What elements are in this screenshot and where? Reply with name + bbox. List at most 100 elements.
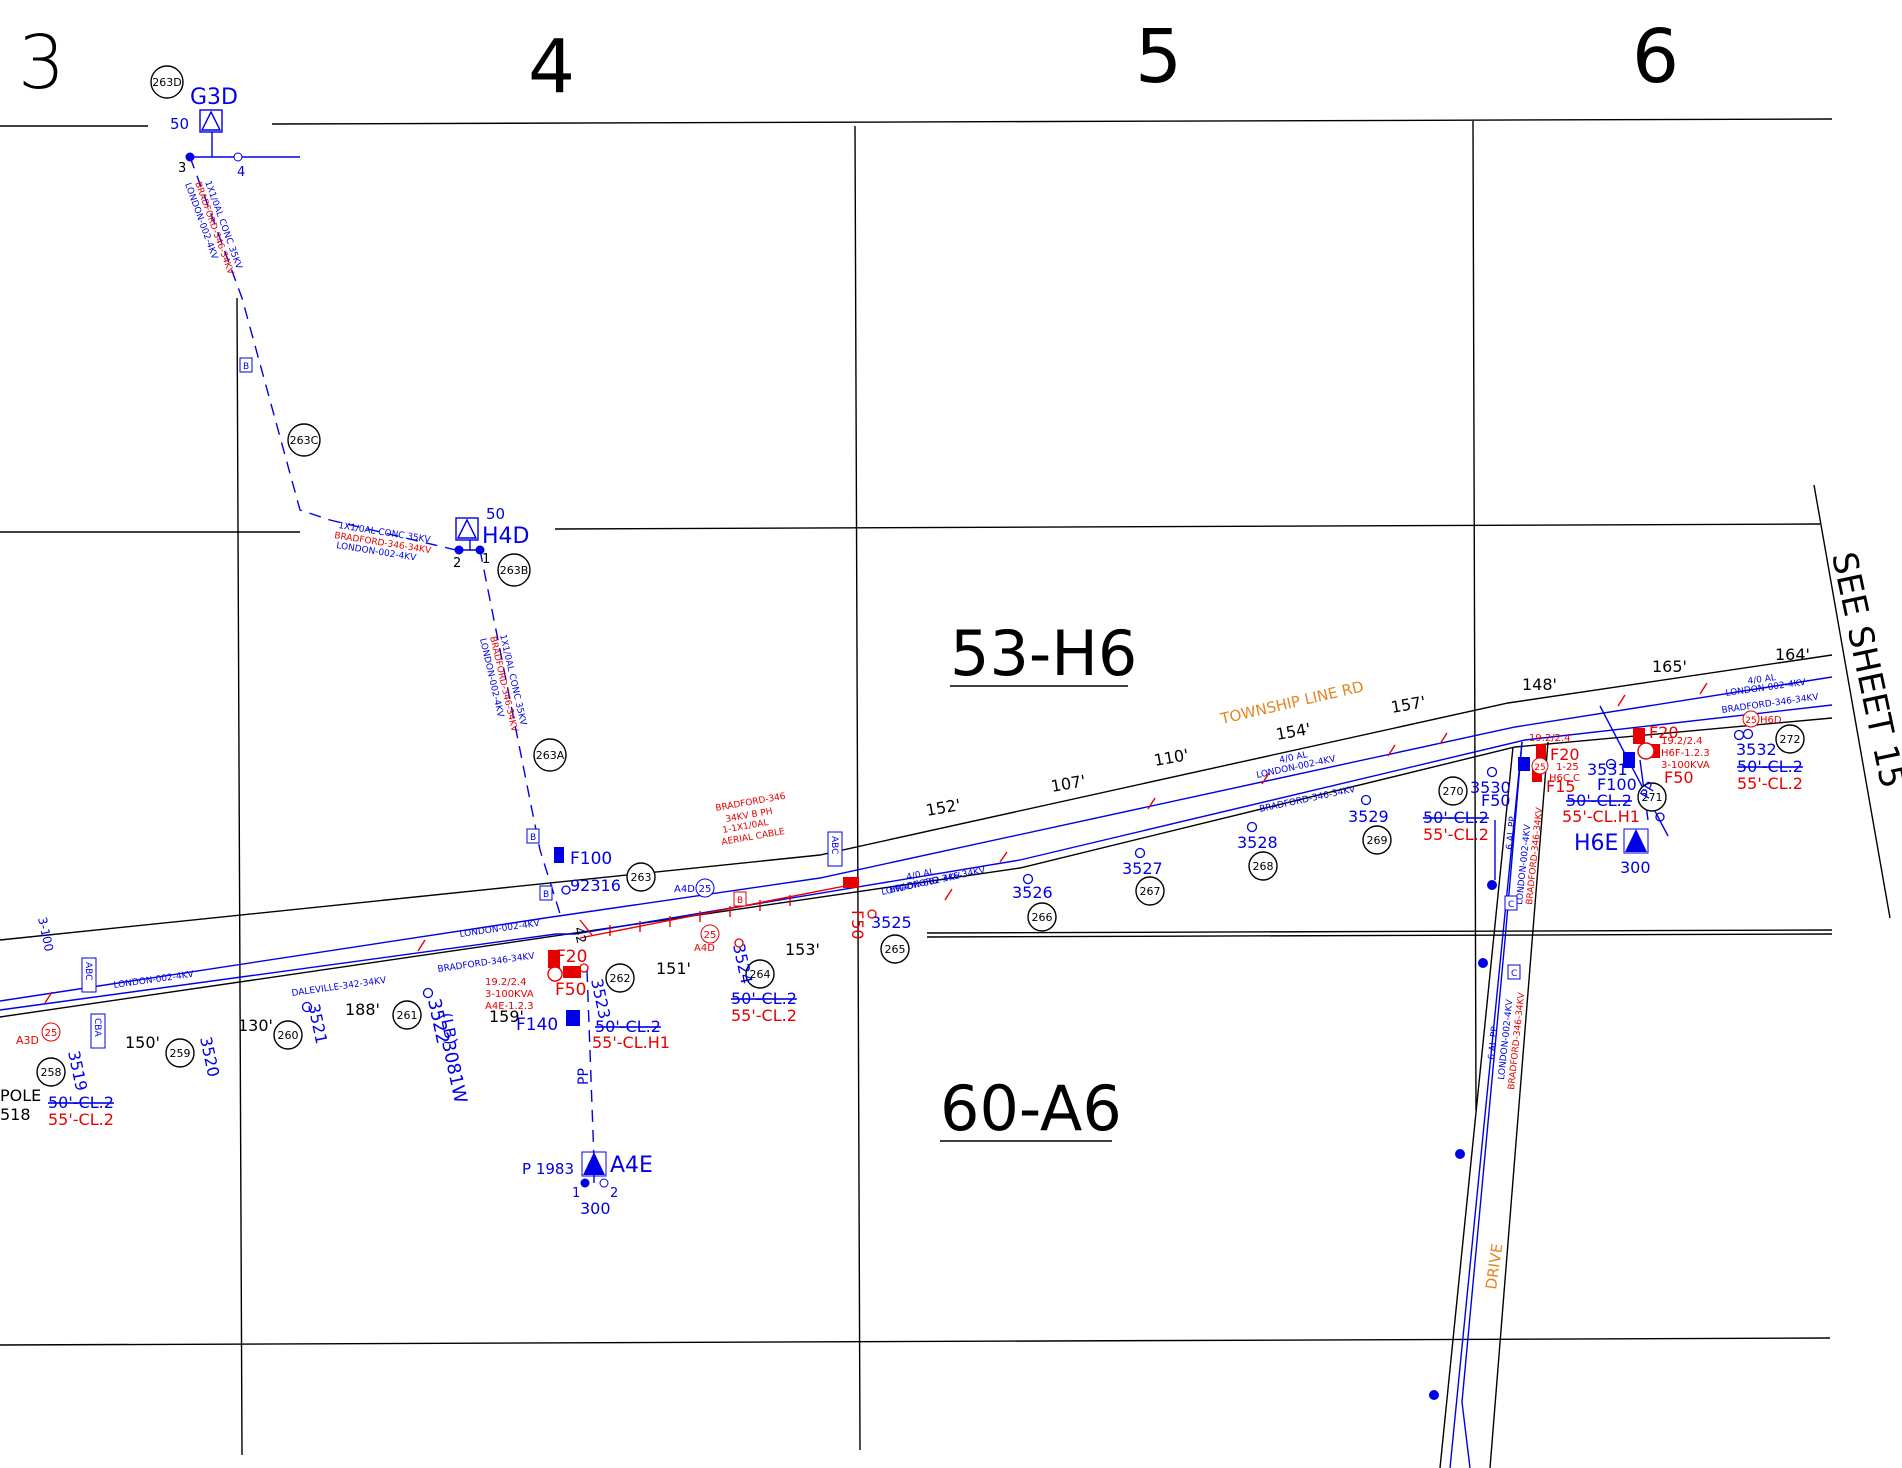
- svg-text:55'-CL.2: 55'-CL.2: [731, 1006, 797, 1025]
- svg-text:25: 25: [45, 1028, 58, 1039]
- circle-265[interactable]: 265: [880, 934, 910, 964]
- svg-text:B: B: [530, 833, 536, 843]
- pole-markers: [301, 728, 1754, 1013]
- svg-text:3532: 3532: [1736, 740, 1777, 759]
- svg-text:265: 265: [885, 943, 906, 956]
- svg-text:C: C: [1511, 969, 1517, 979]
- svg-text:55'-CL.2: 55'-CL.2: [48, 1110, 114, 1129]
- transformer-g3d[interactable]: G3D 50 3 4: [170, 85, 245, 180]
- transformer-kva: 300: [1620, 858, 1651, 877]
- transformer-prefix: P 1983: [522, 1160, 574, 1178]
- svg-text:ABC: ABC: [829, 836, 839, 854]
- equipment-notes: 19.2/2.4 3-100KVA A4E-1.2.3 19.2/2.4 H6F…: [0, 715, 1782, 1124]
- svg-text:3528: 3528: [1237, 833, 1278, 852]
- service-dots: [1429, 880, 1497, 1400]
- svg-text:3530: 3530: [1470, 778, 1511, 797]
- svg-text:260: 260: [278, 1029, 299, 1042]
- svg-text:266: 266: [1032, 911, 1053, 924]
- circle-270[interactable]: 270: [1438, 776, 1468, 806]
- svg-text:F140: F140: [516, 1015, 558, 1035]
- circle-263a[interactable]: 263A: [533, 738, 567, 772]
- drive-label: DRIVE: [1482, 1242, 1506, 1290]
- svg-text:3531: 3531: [1587, 760, 1628, 779]
- transformer-h6e[interactable]: H6E 300: [1574, 828, 1651, 877]
- svg-text:263A: 263A: [536, 749, 565, 762]
- circle-267[interactable]: 267: [1135, 876, 1165, 906]
- svg-text:25: 25: [1534, 763, 1545, 773]
- svg-text:F20: F20: [1649, 723, 1679, 742]
- svg-text:55'-CL.2: 55'-CL.2: [1423, 825, 1489, 844]
- svg-text:159': 159': [489, 1007, 524, 1026]
- svg-text:25: 25: [1745, 716, 1756, 726]
- svg-text:42: 42: [570, 926, 588, 945]
- svg-text:3527: 3527: [1122, 859, 1163, 878]
- svg-text:PP: PP: [576, 1068, 592, 1085]
- svg-text:50'-CL.2: 50'-CL.2: [731, 989, 797, 1008]
- transformer-a4e[interactable]: A4E P 1983 1 2 300: [522, 1151, 653, 1218]
- circle-261[interactable]: 261: [392, 1000, 422, 1030]
- svg-text:258: 258: [41, 1066, 62, 1079]
- svg-text:263D: 263D: [152, 76, 181, 89]
- svg-text:3519: 3519: [64, 1049, 91, 1093]
- grid-number-3: 3: [18, 20, 65, 106]
- circle-259[interactable]: 259: [165, 1038, 195, 1068]
- circle-272[interactable]: 272: [1775, 724, 1805, 754]
- svg-text:270: 270: [1443, 785, 1464, 798]
- circle-263[interactable]: 263: [626, 862, 656, 892]
- svg-text:3529: 3529: [1348, 807, 1389, 826]
- circle-269[interactable]: 269: [1362, 825, 1392, 855]
- svg-text:19.2/2.4: 19.2/2.4: [485, 977, 527, 988]
- svg-text:4/0 AL: 4/0 AL: [1747, 673, 1777, 687]
- fuse-marker[interactable]: [548, 950, 560, 968]
- svg-text:3081W: 3081W: [437, 1039, 471, 1106]
- svg-text:PP: PP: [1638, 779, 1660, 802]
- circle-268[interactable]: 268: [1248, 851, 1278, 881]
- circle-263b[interactable]: 263B: [497, 553, 531, 587]
- grid-number-5: 5: [1135, 14, 1182, 100]
- pole-specs: 50'-CL.2 55'-CL.2 50'-CL.2 55'-CL.H1 50'…: [35, 757, 1803, 1129]
- svg-text:271: 271: [1642, 791, 1663, 804]
- svg-text:151': 151': [656, 959, 691, 978]
- blue-lines: [0, 123, 1833, 1468]
- phase-label: 1: [572, 1186, 580, 1201]
- svg-text:269: 269: [1367, 834, 1388, 847]
- phase-boxes: B B B B ABC CBA ABC C C: [81, 357, 1521, 1049]
- circle-markers: 263D 263C 263B 263A 263 262 264 265 266 …: [36, 65, 1805, 1087]
- svg-text:H6D: H6D: [1760, 715, 1782, 726]
- svg-text:268: 268: [1253, 860, 1274, 873]
- circle-263d[interactable]: 263D: [150, 65, 184, 99]
- transformer-kva: 50: [486, 505, 505, 523]
- svg-text:107': 107': [1049, 771, 1087, 796]
- area-label-53-h6: 53-H6: [950, 617, 1137, 690]
- span-lengths: 152' 107' 110' 154' 157' 148' 165' 164' …: [125, 645, 1810, 1052]
- area-label-60-a6: 60-A6: [940, 1072, 1122, 1145]
- circle-263c[interactable]: 263C: [287, 423, 321, 457]
- circle-271[interactable]: 271: [1637, 782, 1667, 812]
- transformer-id: G3D: [190, 85, 238, 110]
- road-edges: [0, 654, 1833, 1468]
- svg-text:F100: F100: [570, 849, 612, 869]
- svg-text:F50: F50: [555, 980, 586, 1000]
- transformer-id: A4E: [610, 1153, 653, 1178]
- phase-label: 2: [453, 556, 461, 571]
- svg-text:LONDON-002-4KV: LONDON-002-4KV: [113, 970, 195, 991]
- fuse-marker[interactable]: [563, 966, 581, 978]
- circle-258[interactable]: 258: [36, 1057, 66, 1087]
- svg-text:150': 150': [125, 1033, 160, 1052]
- circle-262[interactable]: 262: [605, 963, 635, 993]
- grid-number-4: 4: [528, 24, 575, 110]
- transformer-h4d[interactable]: H4D 50 2 1: [453, 505, 529, 571]
- svg-text:259: 259: [170, 1047, 191, 1060]
- svg-text:50'-CL.2: 50'-CL.2: [1737, 757, 1803, 776]
- road-label: TOWNSHIP LINE RD: [1218, 677, 1366, 728]
- circle-266[interactable]: 266: [1027, 902, 1057, 932]
- circle-260[interactable]: 260: [273, 1020, 303, 1050]
- grid-lines: [0, 118, 1891, 1456]
- svg-text:263: 263: [631, 871, 652, 884]
- svg-text:25: 25: [699, 884, 712, 895]
- phase-label: 1: [482, 552, 490, 567]
- circle-264[interactable]: 264: [745, 959, 775, 989]
- see-sheet-label: SEE SHEET 15: [1823, 549, 1902, 792]
- svg-text:19.2/2.4: 19.2/2.4: [1529, 733, 1571, 744]
